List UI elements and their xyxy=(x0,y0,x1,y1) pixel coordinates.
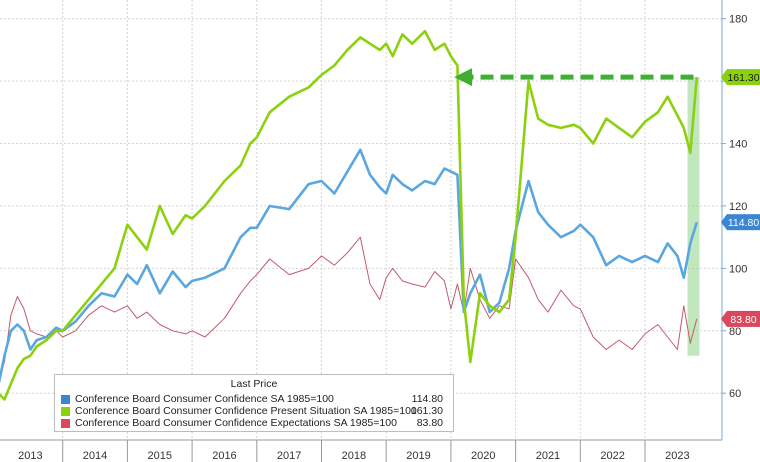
arrow-head xyxy=(454,68,473,87)
legend-label: Conference Board Consumer Confidence Exp… xyxy=(75,417,397,429)
series-lines xyxy=(0,29,699,401)
x-tick-label: 2021 xyxy=(536,450,560,462)
last-label-text: 114.80 xyxy=(728,217,759,229)
legend-swatch xyxy=(61,419,70,428)
x-tick-label: 2015 xyxy=(148,450,172,462)
legend: Last Price Conference Board Consumer Con… xyxy=(54,374,454,432)
x-tick-label: 2018 xyxy=(342,450,366,462)
last-label-pointer xyxy=(721,69,727,86)
y-tick-label: 60 xyxy=(729,388,741,400)
last-label-text: 83.80 xyxy=(730,314,756,326)
x-tick-label: 2019 xyxy=(406,450,430,462)
legend-value: 161.30 xyxy=(410,405,443,417)
x-tick-label: 2022 xyxy=(600,450,624,462)
last-label-pointer xyxy=(721,214,727,231)
x-tick-label: 2016 xyxy=(212,450,236,462)
x-axis: 2013 2014 2015 2016 2017 2018 2019 2020 2021 2022… xyxy=(0,439,722,462)
x-tick-label: 2017 xyxy=(277,450,301,462)
y-tick-label: 80 xyxy=(729,326,741,338)
dashed-arrow xyxy=(454,68,694,87)
last-label-box xyxy=(727,69,760,86)
y-tick-label: 140 xyxy=(729,139,747,151)
legend-item-expectations: Conference Board Consumer Confidence Exp… xyxy=(61,417,447,430)
last-price-labels: 114.80 161.30 83.80 xyxy=(721,69,760,327)
grid-lines xyxy=(0,0,722,440)
series-line-2 xyxy=(0,236,698,377)
last-label-text: 161.30 xyxy=(727,72,759,84)
y-tick-label: 180 xyxy=(729,14,747,26)
series-line-1 xyxy=(0,29,699,401)
legend-label: Conference Board Consumer Confidence SA … xyxy=(75,393,334,405)
y-tick-label: 100 xyxy=(729,263,747,275)
x-tick-label: 2023 xyxy=(665,450,689,462)
legend-value: 114.80 xyxy=(411,393,443,405)
last-label-box xyxy=(727,214,760,231)
y-axis: 6080100120140160180 xyxy=(721,0,747,440)
x-tick-label: 2014 xyxy=(83,450,107,462)
legend-label: Conference Board Consumer Confidence Pre… xyxy=(75,405,417,417)
x-tick-label: 2013 xyxy=(18,450,42,462)
legend-swatch xyxy=(61,395,70,404)
last-label-pointer xyxy=(721,310,727,327)
y-tick-label: 120 xyxy=(729,201,747,213)
legend-value: 83.80 xyxy=(416,417,443,429)
legend-title: Last Price xyxy=(230,378,278,390)
last-label-box xyxy=(727,310,760,327)
legend-swatch xyxy=(61,407,70,416)
x-tick-label: 2020 xyxy=(471,450,495,462)
legend-item-overall: Conference Board Consumer Confidence SA … xyxy=(61,393,447,406)
series-line-0 xyxy=(0,148,699,384)
legend-item-present-situation: Conference Board Consumer Confidence Pre… xyxy=(61,405,447,418)
